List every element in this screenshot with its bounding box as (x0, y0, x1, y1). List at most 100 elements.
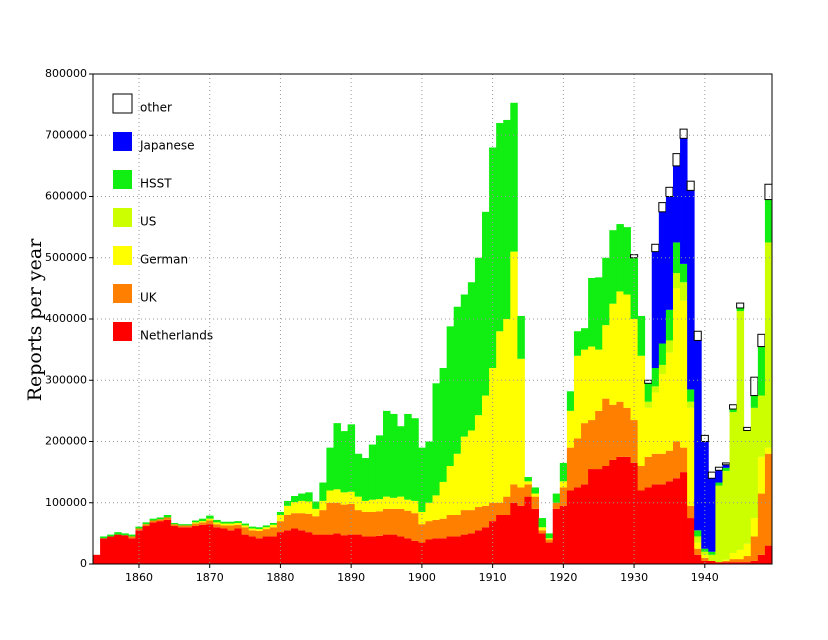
bar-segment (658, 343, 667, 365)
bar-segment (135, 530, 143, 564)
x-tick-label: 1880 (266, 571, 294, 584)
bar-segment (573, 355, 582, 439)
bar-segment (199, 522, 207, 525)
bar-segment (460, 436, 469, 511)
bar-segment (283, 530, 292, 564)
bar-segment (425, 441, 433, 503)
bar-segment (397, 508, 405, 537)
bar-segment (142, 524, 150, 527)
bar-segment (241, 523, 250, 526)
bar-segment (693, 330, 702, 341)
bar-segment (665, 450, 674, 482)
bar-segment (418, 524, 426, 543)
bar-segment (708, 554, 716, 561)
bar-segment (432, 519, 440, 539)
bar-segment (715, 485, 723, 563)
bar-segment (319, 510, 327, 535)
y-tick-label: 300000 (45, 373, 87, 386)
bar-segment (680, 472, 688, 564)
bar-segment (312, 501, 320, 509)
bar-segment (397, 426, 405, 497)
bar-segment (651, 392, 660, 454)
bar-segment (496, 502, 504, 515)
bar-segment (651, 368, 660, 387)
bar-segment (750, 518, 759, 537)
legend-swatch (113, 170, 132, 189)
bar-segment (764, 453, 773, 546)
bar-segment (573, 487, 582, 564)
bar-segment (665, 340, 674, 353)
bar-segment (538, 530, 547, 534)
bar-segment (630, 462, 639, 564)
bar-segment (319, 482, 327, 501)
bar-segment (382, 508, 391, 535)
plot-frame (92, 73, 773, 565)
bar-segment (750, 560, 759, 564)
x-tick-label: 1940 (691, 571, 719, 584)
bar-segment (283, 500, 292, 506)
bar-segment (482, 527, 490, 564)
bar-segment (474, 530, 483, 564)
bar-segment (291, 513, 299, 529)
y-tick-label: 100000 (45, 496, 87, 509)
bar-segment (199, 521, 207, 523)
bar-segment (269, 527, 278, 537)
bar-segment (432, 495, 440, 520)
bar-segment (298, 493, 306, 501)
bar-segment (269, 524, 278, 528)
bar-segment (510, 502, 518, 564)
bar-segment (107, 536, 115, 564)
bar-segment (672, 288, 681, 442)
bar-segment (354, 510, 363, 535)
bar-segment (707, 471, 716, 479)
bar-segment (312, 516, 320, 535)
bar-segment (736, 302, 745, 309)
bar-segment (283, 505, 292, 515)
bar-segment (616, 401, 624, 457)
bar-segment (750, 376, 759, 397)
bar-segment (510, 102, 518, 252)
bar-segment (248, 526, 257, 529)
x-tick-label: 1860 (125, 571, 153, 584)
bar-segment (227, 523, 235, 526)
bar-segment (545, 539, 554, 543)
legend-label: German (140, 253, 188, 267)
bar-segment (128, 538, 136, 564)
bar-segment (722, 467, 730, 471)
bar-segment (340, 492, 349, 505)
bar-segment (588, 420, 596, 470)
bar-segment (163, 517, 172, 520)
bar-segment (248, 530, 257, 537)
bar-segment (305, 501, 313, 514)
bar-segment (687, 190, 695, 390)
bar-segment (425, 521, 433, 540)
bar-segment (156, 521, 165, 564)
bar-segment (623, 294, 631, 408)
bar-segment (637, 355, 646, 466)
bar-segment (764, 183, 773, 201)
bar-segment (722, 562, 730, 564)
bar-segment (503, 515, 511, 564)
bar-segment (701, 554, 709, 558)
bar-segment (743, 430, 752, 544)
bar-segment (552, 502, 561, 509)
bar-segment (213, 522, 221, 525)
bar-segment (517, 487, 525, 506)
bar-segment (439, 368, 448, 482)
bar-segment (559, 462, 568, 482)
bar-segment (729, 412, 738, 553)
bars (93, 102, 773, 564)
bar-segment (177, 524, 186, 526)
legend-swatch (112, 93, 133, 114)
bar-segment (121, 535, 129, 564)
bar-segment (701, 551, 709, 555)
bar-segment (637, 490, 646, 564)
legend-label: US (140, 215, 156, 229)
bar-segment (382, 410, 391, 497)
bar-segment (714, 466, 723, 471)
bar-segment (467, 282, 476, 431)
bar-segment (644, 401, 653, 408)
bar-segment (467, 430, 476, 511)
bar-segment (538, 518, 547, 528)
